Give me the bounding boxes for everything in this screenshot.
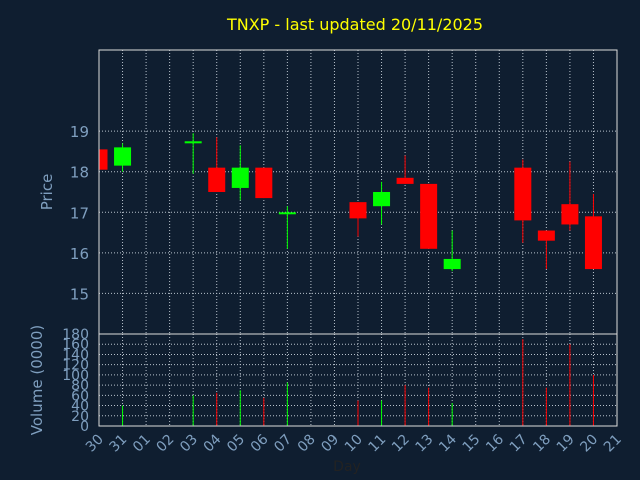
x-tick-label: 19 — [554, 432, 578, 456]
candle-body — [514, 167, 532, 221]
volume-tick-label: 100 — [62, 368, 89, 384]
x-tick-label: 15 — [460, 432, 484, 456]
volume-panel-frame — [98, 333, 618, 427]
volume-tick-label: 120 — [62, 358, 89, 374]
candle-body — [114, 147, 132, 166]
volume-tick-label: 60 — [71, 388, 89, 404]
candle-body — [99, 149, 108, 170]
volume-tick-label: 0 — [80, 419, 89, 435]
x-tick-label: 30 — [83, 432, 107, 456]
price-axis-label: Price — [38, 174, 56, 211]
candle-body — [349, 202, 367, 219]
volume-tick-label: 160 — [62, 337, 89, 353]
x-tick-label: 04 — [201, 431, 225, 455]
candle-body — [231, 167, 249, 188]
price-tick-label: 16 — [70, 245, 89, 263]
panel-frames — [98, 49, 618, 427]
x-tick-label: 02 — [154, 432, 178, 456]
price-tick-label: 18 — [70, 164, 89, 182]
x-tick-label: 10 — [342, 432, 366, 456]
x-tick-label: 12 — [389, 432, 413, 456]
x-tick-label: 09 — [318, 432, 342, 456]
candle-body — [278, 212, 296, 215]
candle-body — [208, 167, 226, 192]
x-tick-label: 14 — [436, 431, 460, 455]
candle-body — [255, 167, 273, 199]
x-tick-label: 21 — [601, 432, 625, 456]
x-tick-label: 01 — [130, 432, 154, 456]
x-tick-label: 07 — [271, 432, 295, 456]
x-tick-label: 17 — [507, 432, 531, 456]
volume-tick-label: 140 — [62, 347, 89, 363]
x-tick-label: 05 — [224, 432, 248, 456]
x-axis-label: Day — [333, 459, 361, 475]
price-candles — [98, 133, 602, 272]
candle-body — [584, 216, 602, 270]
chart-title: TNXP - last updated 20/11/2025 — [226, 15, 483, 34]
x-tick-label: 18 — [530, 432, 554, 456]
x-tick-label: 31 — [106, 432, 130, 456]
candle-body — [396, 177, 414, 184]
x-tick-label: 06 — [248, 431, 272, 455]
x-tick-label: 08 — [295, 432, 319, 456]
x-tick-label: 20 — [577, 432, 601, 456]
volume-tick-label: 80 — [71, 378, 89, 394]
candle-body — [373, 192, 391, 207]
price-tick-label: 15 — [70, 285, 89, 303]
x-tick-label: 13 — [413, 432, 437, 456]
volume-axis-label: Volume (0000) — [28, 325, 46, 435]
x-tick-label: 16 — [483, 431, 507, 455]
volume-bars — [122, 339, 594, 426]
volume-tick-label: 20 — [71, 409, 89, 425]
candle-body — [561, 204, 579, 225]
candle-body — [420, 183, 438, 249]
candle-body — [537, 230, 555, 241]
candle-body — [443, 258, 461, 270]
volume-tick-label: 180 — [62, 327, 89, 343]
price-tick-label: 19 — [70, 123, 89, 141]
candle-body — [184, 141, 202, 144]
x-tick-label: 03 — [177, 432, 201, 456]
volume-tick-label: 40 — [71, 399, 89, 415]
price-tick-label: 17 — [70, 204, 89, 222]
x-tick-label: 11 — [365, 432, 389, 456]
